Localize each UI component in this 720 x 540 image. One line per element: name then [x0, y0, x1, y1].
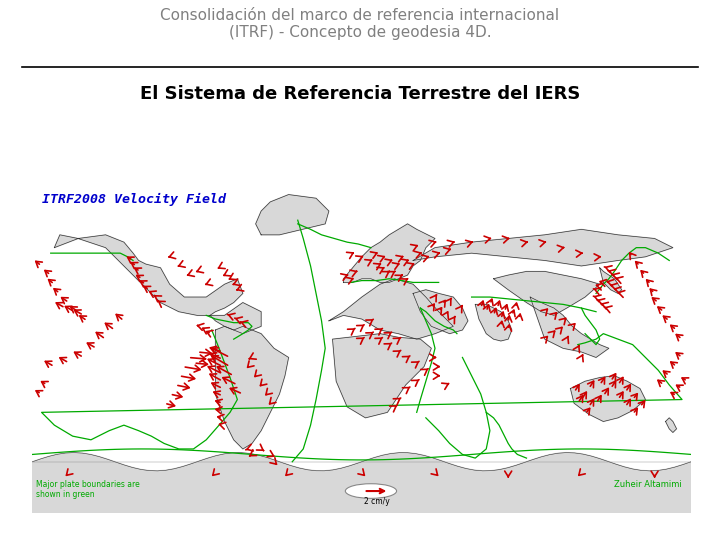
- Polygon shape: [54, 235, 261, 334]
- Polygon shape: [570, 376, 645, 422]
- Polygon shape: [530, 297, 609, 357]
- Polygon shape: [665, 418, 677, 433]
- Polygon shape: [600, 268, 621, 293]
- Polygon shape: [494, 272, 600, 315]
- Polygon shape: [329, 279, 454, 339]
- Text: 2 cm/y: 2 cm/y: [364, 497, 390, 505]
- Ellipse shape: [346, 484, 397, 498]
- Polygon shape: [413, 290, 468, 334]
- Polygon shape: [413, 230, 673, 266]
- Text: ITRF2008 Velocity Field: ITRF2008 Velocity Field: [42, 193, 225, 206]
- Polygon shape: [333, 334, 431, 418]
- Text: Zuheir Altamimi: Zuheir Altamimi: [614, 480, 682, 489]
- Polygon shape: [32, 453, 691, 513]
- Text: Major plate boundaries are
shown in green: Major plate boundaries are shown in gree…: [36, 480, 140, 500]
- Text: El Sistema de Referencia Terrestre del IERS: El Sistema de Referencia Terrestre del I…: [140, 85, 580, 103]
- Polygon shape: [343, 224, 435, 282]
- Text: Consolidación del marco de referencia internacional
(ITRF) - Concepto de geodesi: Consolidación del marco de referencia in…: [161, 8, 559, 40]
- Polygon shape: [475, 305, 512, 341]
- Polygon shape: [215, 326, 289, 449]
- Polygon shape: [256, 194, 329, 235]
